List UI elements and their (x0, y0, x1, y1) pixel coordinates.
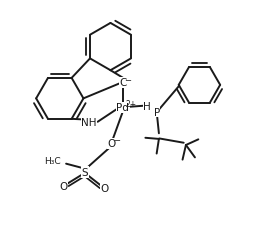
Text: H₃C: H₃C (44, 156, 60, 165)
Text: S: S (81, 167, 88, 177)
Text: Pd: Pd (117, 103, 129, 113)
Text: C: C (119, 78, 127, 88)
Text: O: O (101, 183, 109, 193)
Text: O: O (107, 139, 116, 149)
Text: −: − (124, 76, 132, 85)
Text: O: O (59, 181, 67, 191)
Text: 2+: 2+ (126, 99, 137, 108)
Text: H: H (143, 101, 151, 111)
Text: P: P (153, 107, 160, 117)
Text: NH: NH (81, 118, 97, 128)
Text: −: − (113, 136, 120, 145)
